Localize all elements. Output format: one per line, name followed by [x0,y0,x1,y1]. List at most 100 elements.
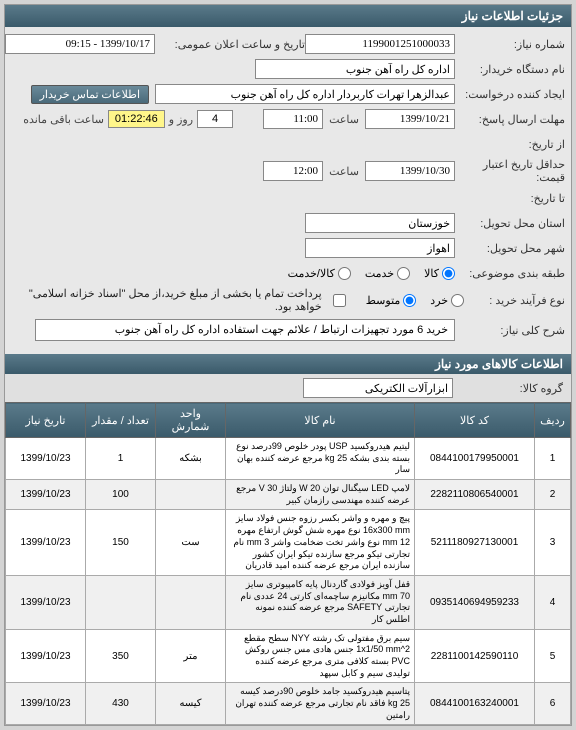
announce-date-label: تاریخ و ساعت اعلان عمومی: [155,38,305,51]
category-radio-group: کالا خدمت کالا/خدمت [288,267,455,280]
cell-date: 1399/10/23 [6,510,86,575]
th-index: ردیف [535,403,571,438]
cell-code: 0844100163240001 [415,683,535,725]
radio-medium-input[interactable] [403,294,416,307]
from-date-label: از تاریخ: [455,138,565,151]
cell-name: لامپ LED سیگنال توان W 20 ولتاژ V 30 مرج… [226,480,415,510]
to-date-label: تا تاریخ: [455,192,565,205]
goods-group-label: گروه کالا: [453,382,563,395]
table-row[interactable]: 52281100142590110سیم برق مفتولی تک رشته … [6,629,571,683]
cell-index: 4 [535,575,571,629]
countdown: 4 روز و 01:22:46 ساعت باقی مانده [23,110,233,128]
radio-goods-service[interactable]: کالا/خدمت [288,267,351,280]
cell-unit: متر [156,629,226,683]
table-header-row: ردیف کد کالا نام کالا واحد شمارش تعداد /… [6,403,571,438]
cd-days-label: روز و [169,113,193,126]
cell-date: 1399/10/23 [6,438,86,480]
purchase-type-label: نوع فرآیند خرید : [464,294,565,307]
table-row[interactable]: 22282110806540001لامپ LED سیگنال توان W … [6,480,571,510]
cell-date: 1399/10/23 [6,575,86,629]
validity-time-field[interactable] [263,161,323,181]
cell-unit [156,575,226,629]
cell-date: 1399/10/23 [6,683,86,725]
radio-small[interactable]: خرد [430,294,464,307]
province-label: استان محل تحویل: [455,217,565,230]
buyer-org-field[interactable] [255,59,455,79]
note-text: پرداخت تمام یا بخشی از مبلغ خرید،از محل … [11,287,322,313]
radio-small-input[interactable] [451,294,464,307]
need-number-field[interactable] [305,34,455,54]
radio-medium[interactable]: متوسط [366,294,417,307]
time-label-1: ساعت [329,113,359,126]
contact-button[interactable]: اطلاعات تماس خریدار [31,85,149,104]
cd-time: 01:22:46 [108,110,165,128]
cell-unit: بشکه [156,438,226,480]
cell-unit: کیسه [156,683,226,725]
validity-label: حداقل تاریخ اعتبار قیمت: [455,158,565,184]
note-checkbox[interactable] [333,294,346,307]
goods-group-row: گروه کالا: [5,374,571,402]
cell-name: قفل آویز فولادی گاردنال پایه کامپیوتری س… [226,575,415,629]
deadline-label: مهلت ارسال پاسخ: [455,113,565,126]
radio-goods-service-input[interactable] [338,267,351,280]
province-field[interactable] [305,213,455,233]
note-checkbox-item[interactable]: پرداخت تمام یا بخشی از مبلغ خرید،از محل … [11,287,346,313]
cell-name: پیچ و مهره و واشر بکسر رزوه جنس فولاد سا… [226,510,415,575]
goods-group-field[interactable] [303,378,453,398]
cell-code: 0935140694959233 [415,575,535,629]
cell-date: 1399/10/23 [6,480,86,510]
cell-qty: 350 [86,629,156,683]
deadline-time-field[interactable] [263,109,323,129]
th-code: کد کالا [415,403,535,438]
cd-remain-label: ساعت باقی مانده [23,113,104,126]
cell-code: 5211180927130001 [415,510,535,575]
th-name: نام کالا [226,403,415,438]
cd-days: 4 [197,110,233,128]
cell-code: 2281100142590110 [415,629,535,683]
cell-index: 3 [535,510,571,575]
cell-date: 1399/10/23 [6,629,86,683]
cell-qty: 1 [86,438,156,480]
table-row[interactable]: 40935140694959233قفل آویز فولادی گاردنال… [6,575,571,629]
buyer-org-label: نام دستگاه خریدار: [455,63,565,76]
th-date: تاریخ نیاز [6,403,86,438]
panel-title: جزئیات اطلاعات نیاز [5,5,571,27]
cell-qty: 150 [86,510,156,575]
cell-name: پتاسیم هیدروکسید جامد خلوص 90درصد کیسه 2… [226,683,415,725]
announce-date-field[interactable] [5,34,155,54]
cell-index: 2 [535,480,571,510]
radio-goods-input[interactable] [442,267,455,280]
validity-date-field[interactable] [365,161,455,181]
th-qty: تعداد / مقدار [86,403,156,438]
radio-service[interactable]: خدمت [365,267,410,280]
city-field[interactable] [305,238,455,258]
table-row[interactable]: 60844100163240001پتاسیم هیدروکسید جامد خ… [6,683,571,725]
detail-panel: جزئیات اطلاعات نیاز شماره نیاز: تاریخ و … [4,4,572,726]
need-desc-label: شرح کلی نیاز: [455,324,565,337]
table-row[interactable]: 35211180927130001پیچ و مهره و واشر بکسر … [6,510,571,575]
cell-code: 2282110806540001 [415,480,535,510]
items-table: ردیف کد کالا نام کالا واحد شمارش تعداد /… [5,402,571,725]
cell-qty: 430 [86,683,156,725]
cell-index: 1 [535,438,571,480]
cell-index: 6 [535,683,571,725]
radio-service-input[interactable] [397,267,410,280]
form-area: شماره نیاز: تاریخ و ساعت اعلان عمومی: نا… [5,27,571,350]
need-desc-field: خرید 6 مورد تجهیزات ارتباط / علائم جهت ا… [35,319,455,341]
table-row[interactable]: 10844100179950001لیتیم هیدروکسید USP پود… [6,438,571,480]
cell-index: 5 [535,629,571,683]
creator-field[interactable] [155,84,455,104]
purchase-radio-group: خرد متوسط [366,294,464,307]
cell-unit [156,480,226,510]
deadline-date-field[interactable] [365,109,455,129]
city-label: شهر محل تحویل: [455,242,565,255]
cell-name: سیم برق مفتولی تک رشته NYY سطح مقطع 1x1/… [226,629,415,683]
radio-goods[interactable]: کالا [424,267,455,280]
need-number-label: شماره نیاز: [455,38,565,51]
cell-name: لیتیم هیدروکسید USP پودر خلوص 99درصد نوع… [226,438,415,480]
time-label-2: ساعت [329,165,359,178]
category-label: طبقه بندی موضوعی: [455,267,565,280]
cell-unit: ست [156,510,226,575]
th-unit: واحد شمارش [156,403,226,438]
creator-label: ایجاد کننده درخواست: [455,88,565,101]
